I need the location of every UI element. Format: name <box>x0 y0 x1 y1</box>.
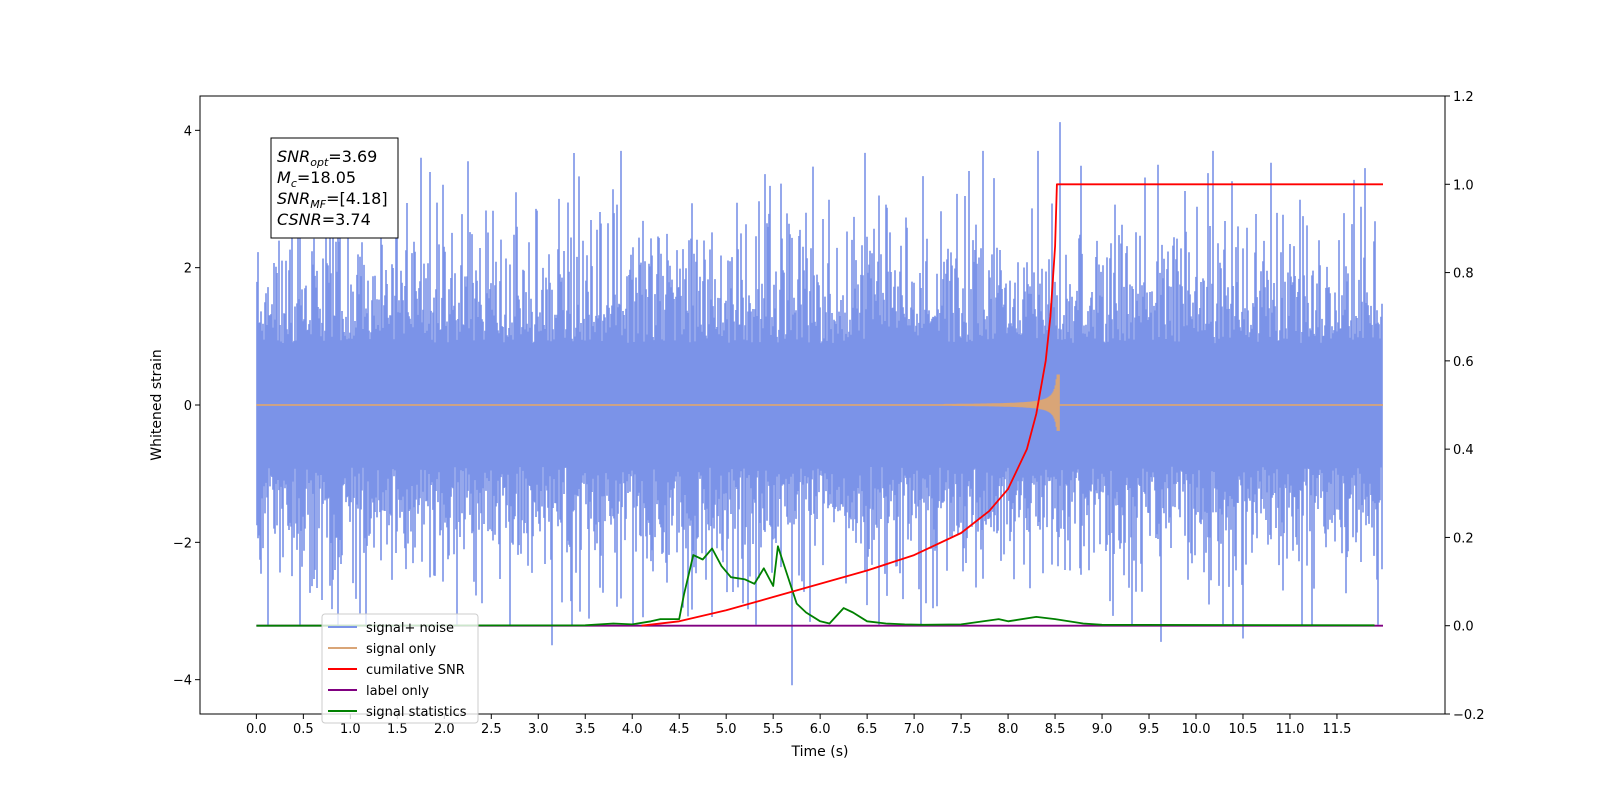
left-y-tick-label: 4 <box>184 124 192 139</box>
x-tick-label: 2.5 <box>481 722 502 737</box>
right-y-tick-label: 0.2 <box>1453 531 1474 546</box>
signal-plus-noise-series <box>256 122 1383 686</box>
x-axis-label: Time (s) <box>791 744 849 760</box>
x-tick-label: 0.0 <box>246 722 267 737</box>
x-tick-label: 3.5 <box>575 722 596 737</box>
annotation-line: Mc=18.05 <box>277 168 356 190</box>
signal-only-series <box>256 374 1383 431</box>
right-y-axis: 1.2 1.0 0.8 0.6 0.4 0.2 0.0 −0.2 <box>1445 90 1485 723</box>
annotation-line: CSNR=3.74 <box>277 210 371 229</box>
x-tick-label: 1.5 <box>387 722 408 737</box>
right-y-tick-label: 0.6 <box>1453 355 1474 370</box>
right-y-tick-label: 1.0 <box>1453 178 1474 193</box>
x-tick-label: 5.5 <box>763 722 784 737</box>
signal-statistics-line <box>256 545 1375 627</box>
signal-only-chirp <box>943 374 1060 431</box>
x-tick-label: 5.0 <box>716 722 737 737</box>
left-y-tick-label: 2 <box>184 262 192 277</box>
x-tick-label: 10.0 <box>1182 722 1211 737</box>
legend-label: signal+ noise <box>366 621 454 636</box>
x-tick-label: 6.5 <box>857 722 878 737</box>
x-tick-label: 9.5 <box>1139 722 1160 737</box>
left-y-tick-label: 0 <box>184 399 192 414</box>
x-tick-label: 4.5 <box>669 722 690 737</box>
x-tick-label: 8.5 <box>1045 722 1066 737</box>
right-y-tick-label: −0.2 <box>1453 708 1485 723</box>
x-tick-label: 10.5 <box>1229 722 1258 737</box>
annotation-line: SNRopt=3.69 <box>277 147 377 169</box>
y-axis-label: Whitened strain <box>149 349 165 460</box>
right-y-tick-label: 0.0 <box>1453 620 1474 635</box>
legend: signal+ noise signal only cumilative SNR la… <box>321 613 479 724</box>
x-tick-label: 3.0 <box>528 722 549 737</box>
x-tick-label: 2.0 <box>434 722 455 737</box>
right-y-tick-label: 0.4 <box>1453 443 1474 458</box>
legend-label: signal only <box>366 642 436 657</box>
x-tick-label: 1.0 <box>340 722 361 737</box>
left-y-tick-label: −2 <box>173 536 192 551</box>
x-tick-label: 6.0 <box>810 722 831 737</box>
legend-label: label only <box>366 684 429 699</box>
annotation-line: SNRMF=[4.18] <box>277 189 388 211</box>
x-tick-label: 9.0 <box>1092 722 1113 737</box>
x-tick-label: 0.5 <box>293 722 314 737</box>
x-tick-label: 11.0 <box>1275 722 1304 737</box>
right-y-tick-label: 1.2 <box>1453 90 1474 105</box>
left-y-axis: 4 2 0 −2 −4 <box>173 124 200 689</box>
x-tick-label: 8.0 <box>998 722 1019 737</box>
x-tick-label: 4.0 <box>622 722 643 737</box>
left-y-tick-label: −4 <box>173 674 192 689</box>
x-tick-label: 7.5 <box>951 722 972 737</box>
legend-label: cumilative SNR <box>366 663 465 678</box>
right-y-tick-label: 0.8 <box>1453 267 1474 282</box>
signal-plus-noise-line <box>256 122 1383 686</box>
x-tick-label: 7.0 <box>904 722 925 737</box>
legend-label: signal statistics <box>366 705 467 720</box>
x-axis: 0.0 0.5 1.0 1.5 2.0 2.5 3.0 3.5 4.0 4.5 5.0 5.5 6.0 6… <box>246 714 1351 737</box>
cumilative-snr-line <box>641 183 1383 627</box>
x-tick-label: 11.5 <box>1322 722 1351 737</box>
